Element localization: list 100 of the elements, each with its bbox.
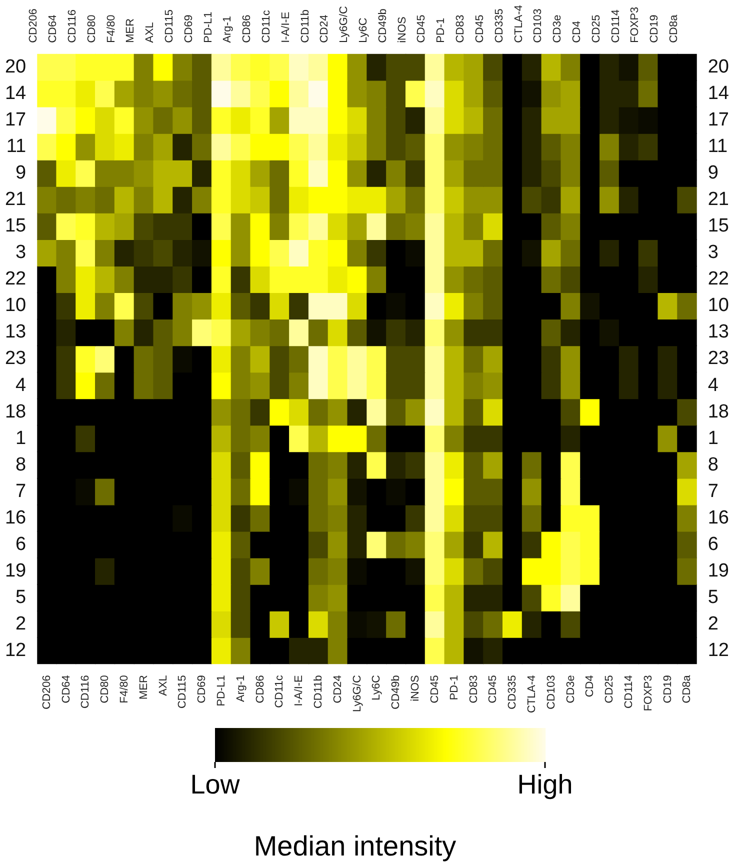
category-label: PD-L1: [202, 12, 214, 43]
y2-tick-label: 14: [4, 82, 27, 104]
color-bar-title: Median intensity: [254, 830, 456, 862]
y2-tick-label: 18: [4, 401, 26, 422]
category-label: CD64: [47, 14, 60, 43]
category-label: CD86: [241, 14, 254, 43]
y2-tick-label: 1: [16, 428, 26, 449]
x-tick-label: F4/80: [118, 675, 130, 704]
x-tick-label: CD69: [196, 675, 208, 704]
x-tick-label: PD-L1: [216, 675, 228, 706]
x-tick-label: I-A/I-E: [293, 675, 306, 706]
category-label: CD114: [610, 9, 622, 43]
category-label: CD69: [182, 14, 195, 43]
category-label: CD80: [86, 14, 98, 43]
category-label: CD206: [28, 8, 40, 43]
y-tick-label: 13: [708, 322, 730, 343]
y2-tick-label: 17: [4, 109, 26, 130]
x-tick-label: CD25: [604, 675, 616, 704]
y2-tick-label: 3: [16, 242, 26, 264]
category-label: CD4: [570, 20, 583, 43]
x-tick-label: CD86: [254, 675, 266, 704]
y2-tick-label: 13: [4, 322, 26, 343]
color-bar-label: High: [517, 769, 573, 800]
x-tick-label: CD19: [662, 675, 674, 704]
category-label: CD49b: [376, 8, 389, 43]
x-tick-label: CD49b: [390, 675, 402, 710]
y-tick-label: 10: [708, 295, 730, 316]
y-tick-label: 12: [708, 640, 730, 662]
y-tick-label: 1: [708, 428, 718, 449]
y2-tick-label: 10: [4, 295, 26, 316]
y2-tick-label: 15: [4, 216, 26, 237]
x-tick-label: CD114: [622, 675, 635, 709]
y-tick-label: 9: [708, 162, 718, 184]
x-tick-label: iNOS: [410, 675, 422, 702]
x-tick-label: Arg-1: [234, 675, 247, 702]
x-tick-label: CD103: [545, 675, 558, 710]
y2-tick-label: 8: [16, 454, 26, 476]
y2-tick-label: 16: [4, 507, 26, 528]
category-label: CD335: [493, 8, 506, 43]
y-tick-label: 19: [708, 560, 730, 582]
y2-tick-label: 6: [16, 534, 26, 555]
category-label: CTLA-4: [512, 4, 525, 43]
category-label: CD25: [590, 14, 602, 43]
x-tick-label: CD64: [60, 675, 72, 704]
y-tick-label: 2: [708, 614, 718, 635]
x-tick-label: AXL: [157, 675, 170, 696]
y2-tick-label: 19: [4, 560, 26, 582]
y-tick-label: 15: [708, 216, 730, 237]
y2-tick-label: 9: [16, 162, 26, 184]
category-label: CD11c: [260, 10, 273, 43]
y2-tick-label: 7: [16, 480, 26, 502]
category-label: CD45: [474, 14, 486, 43]
category-label: F4/80: [105, 14, 118, 43]
x-tick-label: CD80: [99, 675, 112, 704]
y-tick-label: 4: [708, 374, 719, 396]
x-tick-label: CD4: [584, 675, 596, 698]
x-tick-label: Ly6G/C: [351, 675, 364, 712]
category-label: I-A/I-E: [280, 12, 292, 43]
x-tick-label: CD116: [80, 675, 92, 709]
y2-tick-label: 23: [4, 348, 26, 370]
x-tick-label: CD8a: [681, 674, 694, 704]
y-tick-label: 11: [708, 136, 728, 157]
y-tick-label: 6: [708, 534, 718, 555]
y2-tick-label: 4: [16, 374, 27, 396]
category-label: CD19: [648, 14, 661, 43]
y-tick-label: 8: [708, 454, 718, 476]
y-tick-label: 22: [708, 268, 730, 290]
x-tick-label: MER: [138, 675, 150, 700]
x-tick-label: CD206: [40, 675, 53, 710]
category-label: CD103: [532, 8, 544, 43]
x-tick-label: CD11c: [274, 674, 286, 708]
category-label: CD3e: [552, 14, 564, 43]
x-tick-label: FOXP3: [642, 675, 654, 712]
y-tick-label: 20: [708, 56, 730, 78]
y-tick-label: 21: [708, 189, 730, 210]
category-label: Ly6G/C: [338, 6, 350, 43]
y-tick-label: 16: [708, 507, 730, 528]
category-label: CD115: [163, 9, 176, 43]
x-tick-label: Ly6C: [370, 675, 383, 700]
y2-tick-label: 21: [4, 189, 26, 210]
category-label: PD-1: [435, 18, 448, 43]
y2-tick-label: 11: [6, 136, 26, 157]
category-label: iNOS: [396, 16, 408, 43]
y2-tick-label: 2: [16, 614, 26, 635]
y2-tick-label: 12: [4, 640, 26, 662]
y-tick-label: 17: [708, 109, 730, 130]
category-label: AXL: [144, 22, 156, 43]
category-label: FOXP3: [629, 6, 642, 43]
x-tick-label: CD83: [468, 675, 480, 704]
y2-tick-label: 22: [4, 268, 26, 290]
x-tick-label: CD3e: [564, 675, 577, 704]
x-tick-label: CD11b: [312, 675, 325, 709]
y-tick-label: 23: [708, 348, 730, 370]
category-label: Arg-1: [222, 16, 234, 43]
category-label: CD24: [318, 14, 331, 43]
y2-tick-label: 20: [4, 56, 26, 78]
category-label: CD8a: [668, 14, 680, 43]
x-tick-label: CD45: [428, 675, 441, 704]
y2-tick-label: 5: [16, 587, 26, 608]
y-tick-label: 7: [708, 480, 718, 502]
